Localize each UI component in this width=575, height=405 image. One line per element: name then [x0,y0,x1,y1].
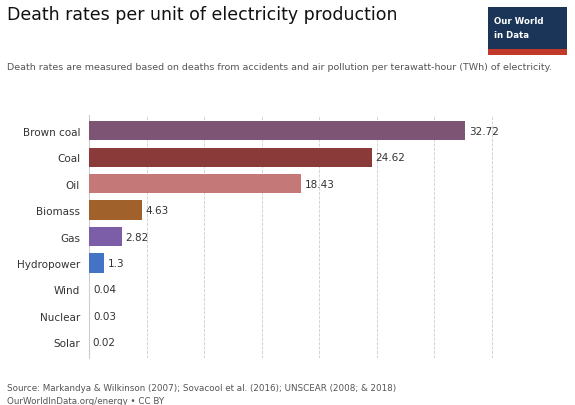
Text: 0.04: 0.04 [93,285,116,295]
Text: 4.63: 4.63 [146,205,169,215]
Text: OurWorldInData.org/energy • CC BY: OurWorldInData.org/energy • CC BY [7,396,164,405]
Text: Our World: Our World [494,17,543,26]
Text: in Data: in Data [494,31,529,40]
Bar [89,148,372,167]
Text: 0.02: 0.02 [93,338,116,347]
Text: 18.43: 18.43 [305,179,335,189]
Text: 2.82: 2.82 [125,232,148,242]
Text: 24.62: 24.62 [375,153,405,163]
Bar [89,254,104,273]
Text: 32.72: 32.72 [469,126,499,136]
Text: Source: Markandya & Wilkinson (2007); Sovacool et al. (2016); UNSCEAR (2008; & 2: Source: Markandya & Wilkinson (2007); So… [7,383,396,392]
Bar [89,122,465,141]
Text: 1.3: 1.3 [108,258,124,269]
Text: 0.03: 0.03 [93,311,116,321]
Text: Death rates per unit of electricity production: Death rates per unit of electricity prod… [7,6,397,24]
Text: Death rates are measured based on deaths from accidents and air pollution per te: Death rates are measured based on deaths… [7,63,552,72]
Bar [89,201,143,220]
Bar [89,175,301,194]
Bar [89,228,121,246]
